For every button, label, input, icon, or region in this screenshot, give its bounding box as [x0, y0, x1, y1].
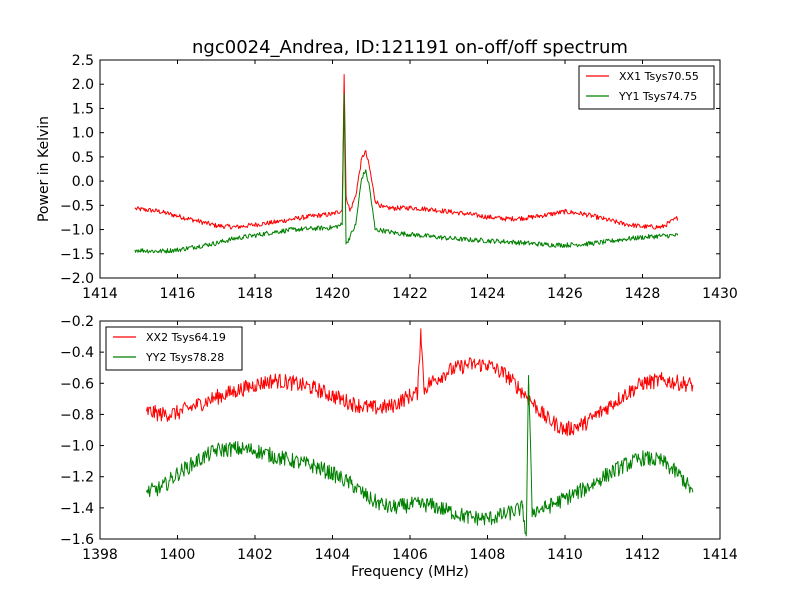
top-legend-label-xx1: XX1 Tsys70.55	[619, 70, 699, 83]
chart-title: ngc0024_Andrea, ID:121191 on-off/off spe…	[192, 37, 628, 58]
bottom-y-tick-label: −0.2	[60, 314, 94, 330]
top-y-tick-label: 2.5	[72, 53, 94, 69]
top-y-tick-label: −0.5	[60, 198, 94, 214]
top-y-tick-label: −2.0	[60, 271, 94, 287]
top-y-axis-label: Power in Kelvin	[36, 116, 52, 222]
top-series-group	[134, 74, 678, 254]
bottom-x-tick-label: 1412	[625, 547, 661, 563]
bottom-x-tick-label: 1414	[702, 547, 738, 563]
top-y-tick-label: 0.5	[72, 150, 94, 166]
chart-top: ngc0024_Andrea, ID:121191 on-off/off spe…	[36, 37, 738, 302]
top-y-tick-label: 1.5	[72, 101, 94, 117]
bottom-legend-box	[105, 326, 243, 371]
top-x-tick-label: 1422	[392, 286, 428, 302]
bottom-y-tick-label: −1.4	[60, 501, 94, 517]
top-series-line-1	[134, 74, 678, 230]
top-y-tick-label: −1.5	[60, 247, 94, 263]
bottom-series-line-2	[146, 375, 694, 537]
chart-bottom: 1398 1400 1402 1404 1406 1408 1410 1412 1414 −1.6…	[60, 314, 738, 580]
top-y-tick-label: 1.0	[72, 126, 94, 142]
bottom-x-tick-label: 1404	[315, 547, 351, 563]
top-x-tick-label: 1426	[547, 286, 583, 302]
bottom-x-tick-label: 1402	[237, 547, 273, 563]
bottom-x-tick-label: 1410	[547, 547, 583, 563]
bottom-x-tick-label: 1408	[470, 547, 506, 563]
top-y-tick-label: 0.0	[72, 174, 94, 190]
top-x-tick-label: 1418	[237, 286, 273, 302]
top-legend-box	[578, 65, 715, 110]
bottom-y-tick-label: −1.0	[60, 439, 94, 455]
top-legend: XX1 Tsys70.55 YY1 Tsys74.75	[578, 65, 715, 110]
bottom-x-tick-label: 1406	[392, 547, 428, 563]
top-x-tick-label: 1424	[470, 286, 506, 302]
top-legend-label-yy1: YY1 Tsys74.75	[618, 90, 697, 103]
bottom-y-tick-label: −0.8	[60, 407, 94, 423]
top-x-tick-label: 1416	[160, 286, 196, 302]
bottom-x-tick-label: 1398	[82, 547, 118, 563]
top-series-line-2	[134, 93, 678, 254]
top-x-tick-label: 1414	[82, 286, 118, 302]
top-y-tick-label: 2.0	[72, 77, 94, 93]
bottom-legend-label-xx2: XX2 Tsys64.19	[146, 331, 226, 344]
bottom-y-tick-label: −1.2	[60, 470, 94, 486]
bottom-x-axis-label: Frequency (MHz)	[351, 564, 469, 580]
bottom-ticks-group: 1398 1400 1402 1404 1406 1408 1410 1412 1414 −1.6…	[60, 314, 738, 563]
top-x-tick-label: 1420	[315, 286, 351, 302]
bottom-y-tick-label: −0.4	[60, 345, 94, 361]
bottom-series-line-1	[146, 328, 694, 437]
bottom-legend: XX2 Tsys64.19 YY2 Tsys78.28	[105, 326, 243, 371]
bottom-y-tick-label: −1.6	[60, 532, 94, 548]
top-x-tick-label: 1428	[625, 286, 661, 302]
top-ticks-group: 1414 1416 1418 1420 1422 1424 1426 1428 1430 −2.0…	[60, 53, 738, 302]
bottom-y-tick-label: −0.6	[60, 376, 94, 392]
bottom-legend-label-yy2: YY2 Tsys78.28	[145, 351, 224, 364]
top-x-tick-label: 1430	[702, 286, 738, 302]
bottom-series-group	[146, 328, 694, 537]
top-y-tick-label: −1.0	[60, 223, 94, 239]
bottom-x-tick-label: 1400	[160, 547, 196, 563]
